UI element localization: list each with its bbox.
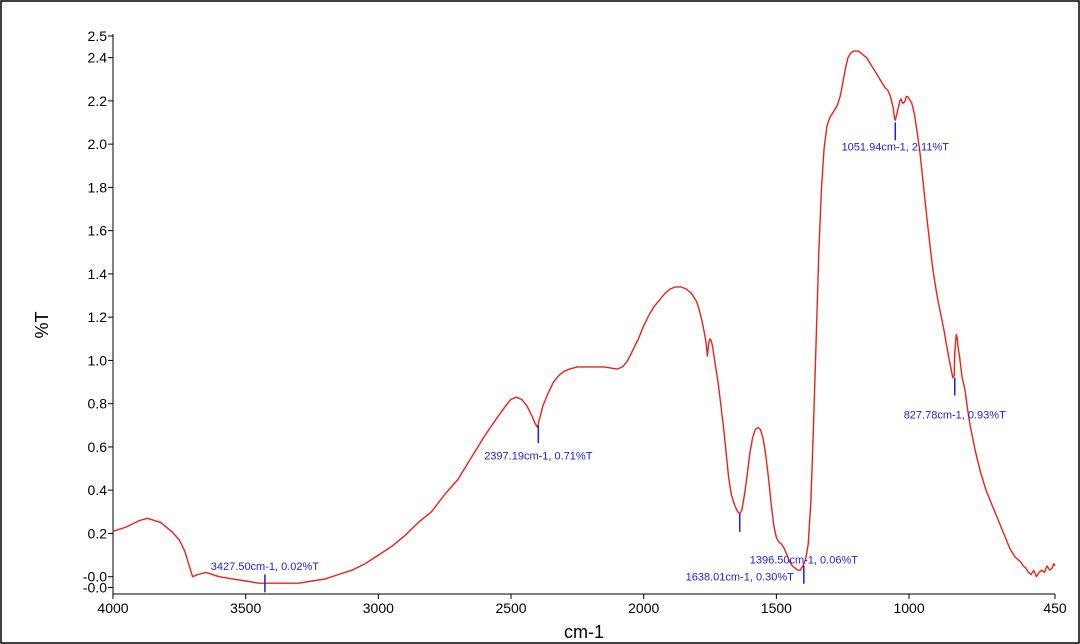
plot-area <box>112 50 1056 584</box>
x-tick-label: 4000 <box>97 600 128 616</box>
peak-label: 2397.19cm-1, 0.71%T <box>484 451 593 463</box>
axes: 4000 3500 3000 2500 2000 1500 1000 450 -0.0-0.0 0… <box>83 28 1067 616</box>
x-tick-label: 3000 <box>363 600 394 616</box>
x-tick-label: 1000 <box>893 600 924 616</box>
y-tick-label: 0.6 <box>88 439 108 455</box>
y-axis-title: %T <box>32 311 52 338</box>
y-tick-label: 1.0 <box>88 352 108 368</box>
peak-label: 1638.01cm-1, 0.30%T <box>686 572 795 584</box>
peak-label: 1396.50cm-1, 0.06%T <box>750 554 859 566</box>
x-axis-title: cm-1 <box>564 622 604 642</box>
y-tick-label: 2.0 <box>88 136 108 152</box>
y-tick-label: 2.4 <box>88 50 108 66</box>
x-tick-label: 1500 <box>761 600 792 616</box>
peak-label: 3427.50cm-1, 0.02%T <box>211 561 320 573</box>
y-tick-label: 0.8 <box>88 396 108 412</box>
y-tick-label: 1.6 <box>88 223 108 239</box>
y-tick-label: 2.5 <box>88 28 108 44</box>
y-tick-label: 1.4 <box>88 266 108 282</box>
y-tick-label: -0.0 <box>83 569 107 585</box>
x-tick-label: 2500 <box>495 600 526 616</box>
x-tick-label: 450 <box>1043 600 1067 616</box>
y-tick-label: 2.2 <box>88 93 108 109</box>
peak-label: 827.78cm-1, 0.93%T <box>904 409 1006 421</box>
y-tick-label: 1.8 <box>88 179 108 195</box>
spectrum-line <box>112 50 1056 584</box>
y-tick-label: 1.2 <box>88 309 108 325</box>
y-tick-label: 0.4 <box>88 482 108 498</box>
x-tick-label: 2000 <box>628 600 659 616</box>
peak-annotations: 3427.50cm-1, 0.02%T 2397.19cm-1, 0.71%T 16… <box>211 122 1006 593</box>
peak-label: 1051.94cm-1, 2.11%T <box>842 141 950 153</box>
y-tick-label: -0.0 <box>83 580 107 596</box>
y-tick-label: 0.2 <box>88 525 108 541</box>
x-tick-label: 3500 <box>230 600 261 616</box>
